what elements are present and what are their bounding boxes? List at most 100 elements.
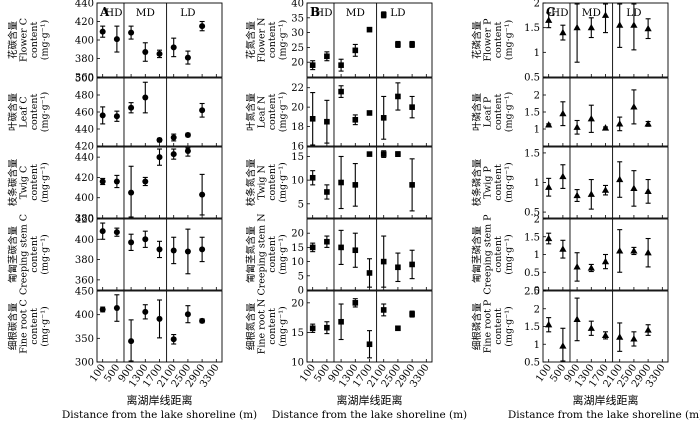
marker-circle bbox=[99, 112, 106, 119]
y-axis-label-line: Leaf P bbox=[482, 96, 493, 127]
x-axis-label-cn: 离湖岸线距离 bbox=[337, 393, 403, 407]
marker-square bbox=[352, 247, 359, 254]
marker-circle bbox=[184, 311, 191, 318]
data-point bbox=[587, 104, 595, 133]
y-axis-label-line: content bbox=[29, 308, 40, 345]
y-tick-label: 10 bbox=[291, 358, 304, 369]
y-tick-label: 5 bbox=[298, 271, 304, 282]
data-point bbox=[601, 184, 610, 196]
y-tick-label: 5 bbox=[298, 199, 304, 210]
y-axis-label-line: (mg·g⁻¹) bbox=[39, 234, 50, 274]
data-point bbox=[559, 164, 567, 189]
data-point bbox=[559, 327, 567, 362]
marker-triangle bbox=[559, 109, 567, 117]
data-point bbox=[99, 25, 106, 38]
data-point bbox=[184, 228, 191, 275]
data-point bbox=[309, 323, 316, 333]
data-point bbox=[352, 163, 359, 207]
marker-circle bbox=[170, 134, 177, 141]
marker-triangle bbox=[573, 23, 581, 31]
data-point bbox=[199, 173, 206, 216]
y-tick-label: 440 bbox=[75, 125, 94, 136]
y-axis-label-line: content bbox=[493, 94, 504, 131]
marker-triangle bbox=[644, 248, 652, 256]
marker-circle bbox=[113, 113, 120, 120]
data-point bbox=[630, 331, 638, 347]
y-tick-label: 420 bbox=[75, 215, 94, 226]
data-point bbox=[309, 60, 316, 71]
zone-label-hd: HD bbox=[315, 7, 333, 19]
y-tick-label: 15 bbox=[291, 243, 304, 254]
data-point bbox=[644, 120, 652, 127]
y-axis-label-line: 细根氮含量 bbox=[245, 302, 257, 350]
marker-square bbox=[309, 174, 316, 181]
y-axis-label-line: 细根磷含量 bbox=[471, 302, 483, 350]
y-tick-label: 460 bbox=[75, 108, 94, 119]
marker-triangle bbox=[616, 21, 624, 28]
y-axis-label-line: (mg·g⁻¹) bbox=[277, 306, 288, 346]
data-point bbox=[644, 237, 652, 268]
marker-circle bbox=[113, 178, 120, 185]
marker-circle bbox=[99, 28, 106, 35]
y-tick-label: 0.5 bbox=[524, 358, 540, 369]
y-tick-label: 25 bbox=[291, 43, 304, 54]
marker-triangle bbox=[587, 324, 595, 331]
marker-circle bbox=[156, 50, 163, 57]
data-point bbox=[99, 177, 106, 186]
y-axis-label-line: content bbox=[493, 308, 504, 345]
y-axis-label-line: content bbox=[493, 22, 504, 59]
data-point bbox=[156, 137, 163, 144]
y-axis-label-line: Twig N bbox=[256, 165, 267, 200]
y-axis-label-line: (mg·g⁻¹) bbox=[277, 92, 288, 132]
marker-square bbox=[366, 270, 373, 276]
data-point bbox=[309, 92, 316, 146]
y-axis-label-line: (mg·g⁻¹) bbox=[277, 162, 288, 202]
marker-square bbox=[409, 261, 415, 268]
marker-circle bbox=[128, 338, 135, 345]
y-tick-label: 1 bbox=[534, 340, 540, 351]
zone-label-md: MD bbox=[346, 7, 365, 19]
y-axis-label-line: 叶磷含量 bbox=[471, 93, 483, 132]
y-tick-label: 2 bbox=[534, 304, 540, 315]
data-point bbox=[380, 95, 387, 140]
marker-circle bbox=[156, 137, 163, 144]
y-axis-label-line: (mg·g⁻¹) bbox=[39, 20, 50, 60]
marker-triangle bbox=[587, 115, 595, 122]
data-point bbox=[170, 148, 177, 160]
y-tick-label: 1.5 bbox=[524, 322, 540, 333]
marker-square bbox=[409, 182, 415, 188]
data-point bbox=[324, 99, 330, 144]
y-axis-label-line: 匍匐茎氮含量 bbox=[245, 226, 257, 284]
data-point bbox=[366, 330, 373, 359]
y-axis-label-line: Flower N bbox=[256, 18, 267, 63]
marker-square bbox=[380, 12, 387, 18]
y-tick-label: 18 bbox=[291, 122, 304, 133]
y-tick-label: 40 bbox=[291, 0, 304, 10]
data-point bbox=[616, 322, 624, 352]
data-point bbox=[156, 240, 163, 259]
marker-square bbox=[324, 324, 330, 331]
x-axis-label-en: Distance from the lake shoreline (m) bbox=[508, 409, 700, 421]
panel-letter: C bbox=[546, 5, 556, 19]
y-tick-label: 450 bbox=[75, 287, 94, 298]
marker-triangle bbox=[559, 245, 567, 252]
y-axis-label-line: Creeping stem N bbox=[256, 213, 267, 295]
marker-triangle bbox=[630, 184, 638, 192]
y-axis-label-line: (mg·g⁻¹) bbox=[503, 162, 514, 202]
marker-square bbox=[324, 118, 330, 125]
y-tick-label: 2 bbox=[534, 0, 540, 10]
data-point bbox=[395, 151, 401, 158]
marker-square bbox=[338, 244, 344, 251]
marker-circle bbox=[170, 247, 177, 254]
data-point bbox=[338, 58, 344, 72]
